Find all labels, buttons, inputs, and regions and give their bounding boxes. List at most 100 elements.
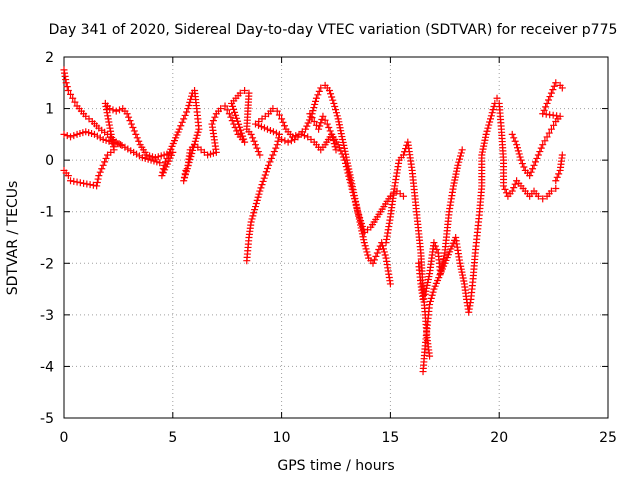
- data-point: [115, 106, 123, 114]
- data-point: [269, 151, 277, 159]
- data-point: [326, 127, 334, 135]
- data-point: [424, 275, 432, 283]
- data-point: [555, 170, 563, 178]
- data-point: [260, 174, 268, 182]
- data-point: [533, 154, 541, 162]
- data-point: [380, 248, 388, 256]
- y-tick-label: 1: [45, 102, 54, 118]
- data-point: [281, 137, 289, 145]
- data-point: [250, 209, 258, 217]
- data-point: [163, 154, 171, 162]
- data-point: [109, 106, 117, 114]
- data-point: [123, 110, 131, 118]
- data-point: [158, 172, 166, 180]
- data-point: [452, 170, 460, 178]
- data-point: [529, 165, 537, 173]
- data-point: [93, 178, 101, 186]
- data-point: [234, 117, 242, 125]
- data-point: [67, 133, 75, 141]
- data-point: [335, 121, 343, 129]
- x-tick-label: 15: [381, 430, 399, 446]
- data-point: [332, 109, 340, 117]
- data-point: [337, 130, 345, 138]
- data-point: [351, 198, 359, 206]
- y-tick-label: -1: [40, 205, 54, 221]
- data-point: [356, 214, 364, 222]
- data-point: [127, 120, 135, 128]
- data-point: [130, 127, 138, 135]
- data-point: [251, 141, 259, 149]
- data-point: [273, 141, 281, 149]
- data-point: [314, 91, 322, 99]
- data-point: [430, 239, 438, 247]
- data-point: [251, 203, 259, 211]
- data-point: [558, 84, 566, 92]
- data-point: [177, 122, 185, 130]
- y-tick-label: -5: [40, 411, 54, 427]
- data-point: [537, 144, 545, 152]
- data-point: [399, 151, 407, 159]
- chart-title: Day 341 of 2020, Sidereal Day-to-day VTE…: [49, 22, 618, 38]
- data-point: [262, 168, 270, 176]
- data-point: [254, 148, 262, 156]
- data-point: [338, 133, 346, 141]
- data-point: [180, 173, 188, 181]
- data-point: [508, 130, 516, 138]
- data-point: [64, 172, 72, 180]
- data-point: [338, 150, 346, 158]
- data-point: [458, 146, 466, 154]
- y-tick-label: 0: [45, 153, 54, 169]
- data-point: [540, 106, 548, 114]
- data-point: [482, 130, 490, 138]
- data-point: [539, 110, 547, 118]
- data-point: [60, 130, 68, 138]
- data-points: [60, 66, 566, 376]
- data-point: [426, 301, 434, 309]
- data-point: [357, 220, 365, 228]
- data-point: [99, 161, 107, 169]
- data-point: [536, 148, 544, 156]
- data-point: [349, 188, 357, 196]
- data-point: [272, 129, 280, 137]
- data-point: [457, 149, 465, 157]
- data-point: [450, 182, 458, 190]
- data-point: [191, 137, 199, 145]
- data-point: [256, 151, 264, 159]
- data-point: [479, 145, 487, 153]
- data-point: [160, 161, 168, 169]
- data-point: [545, 96, 553, 104]
- data-point: [547, 125, 555, 133]
- data-point: [101, 158, 109, 166]
- data-point: [478, 148, 486, 156]
- plot-frame: [63, 56, 609, 419]
- data-point: [184, 105, 192, 113]
- data-point: [330, 140, 338, 148]
- data-point: [500, 182, 508, 190]
- data-point: [426, 297, 434, 305]
- data-point: [328, 93, 336, 101]
- data-point: [460, 277, 468, 285]
- data-point: [478, 151, 486, 159]
- data-point: [379, 245, 387, 253]
- y-tick-label: -4: [40, 359, 54, 375]
- y-tick-label: -3: [40, 308, 54, 324]
- data-point: [332, 106, 340, 114]
- data-point: [315, 87, 323, 95]
- data-point: [514, 147, 522, 155]
- data-point: [73, 178, 81, 186]
- data-point: [552, 79, 560, 87]
- data-point: [269, 128, 277, 136]
- data-point: [457, 265, 465, 273]
- data-point: [541, 137, 549, 145]
- data-point: [241, 87, 249, 95]
- data-point: [129, 123, 137, 131]
- data-point: [511, 180, 519, 188]
- data-point: [372, 252, 380, 260]
- data-point: [457, 262, 465, 270]
- data-point: [159, 165, 167, 173]
- data-point: [493, 94, 501, 102]
- data-point: [300, 132, 308, 140]
- data-point: [253, 144, 261, 152]
- data-point: [312, 94, 320, 102]
- data-point: [278, 115, 286, 123]
